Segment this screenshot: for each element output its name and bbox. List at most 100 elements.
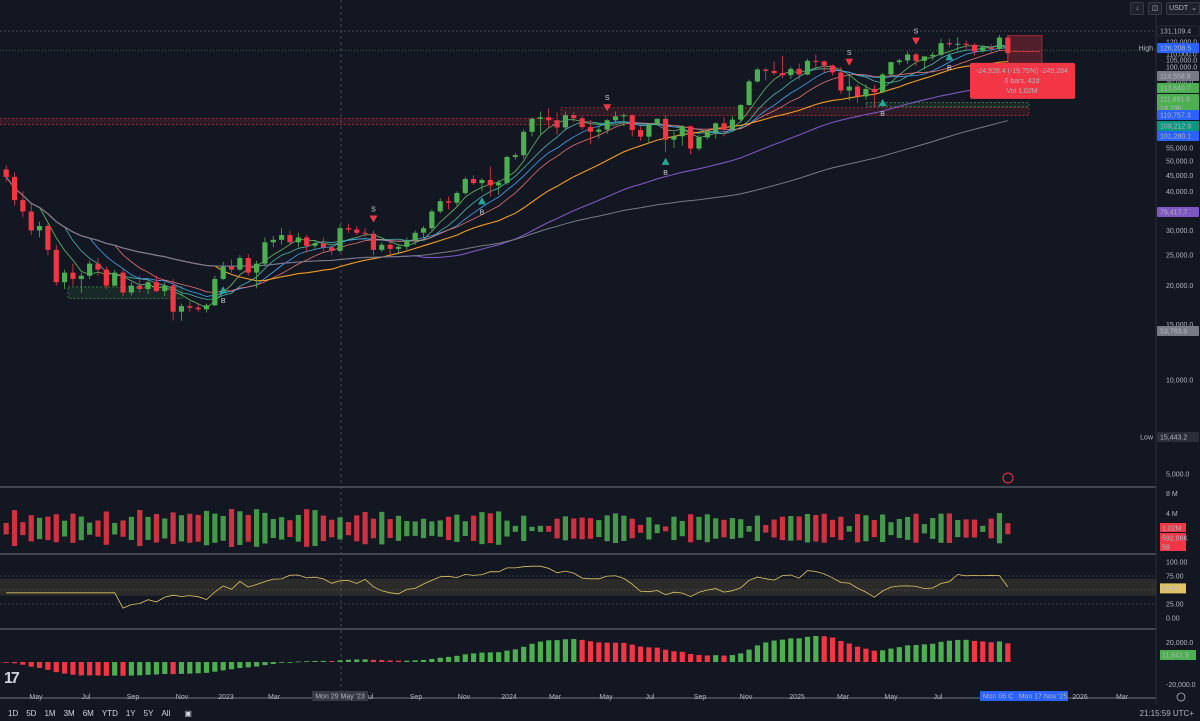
- candle-body: [771, 70, 777, 74]
- oscillator-bar: [646, 647, 652, 662]
- volume-bar: [120, 520, 126, 537]
- candle-body: [821, 61, 827, 66]
- price-label-text: 79,417.7: [1160, 210, 1187, 217]
- oscillator-bar: [804, 636, 811, 662]
- price-label-text: 15,443.2: [1160, 435, 1187, 442]
- candle-body: [228, 266, 235, 270]
- candle-body: [537, 117, 543, 119]
- oscillator-bar: [829, 637, 836, 662]
- candle-body: [445, 201, 452, 203]
- camera-icon[interactable]: ◫: [1148, 1, 1163, 15]
- oscillator-bar: [128, 662, 134, 676]
- oscillator-bar: [471, 653, 477, 662]
- volume-bar: [946, 513, 952, 544]
- candle-body: [170, 285, 176, 312]
- price-label-text: 131,109.4: [1160, 29, 1191, 36]
- candle-body: [462, 179, 468, 194]
- volume-bar: [980, 525, 986, 532]
- volume-bar: [445, 516, 452, 541]
- volume-bar: [479, 512, 485, 545]
- buy-signal-icon: [661, 157, 670, 165]
- volume-bar: [963, 519, 969, 538]
- oscillator-bar: [445, 656, 452, 662]
- candle-body: [621, 115, 627, 117]
- volume-bar: [379, 511, 385, 545]
- price-label-tag: [1157, 71, 1199, 81]
- volume-bar: [688, 514, 694, 543]
- volume-bar: [337, 517, 343, 540]
- oscillator-bar: [312, 660, 318, 662]
- volume-bar: [62, 520, 68, 537]
- candle-body: [379, 244, 385, 250]
- rsi-value-text: 52.87: [1162, 586, 1180, 593]
- timeframe-1m[interactable]: 1M: [44, 708, 56, 718]
- volume-bar: [279, 517, 285, 540]
- timeframe-all[interactable]: All: [161, 708, 171, 718]
- settings-icon: [1176, 692, 1186, 702]
- oscillator-bar: [379, 660, 385, 662]
- candle-body: [420, 228, 427, 233]
- oscillator-bar: [963, 639, 969, 662]
- timeframe-5y[interactable]: 5Y: [143, 708, 154, 718]
- oscillator-bar: [888, 648, 894, 662]
- volume-bar: [462, 521, 468, 537]
- candle-body: [62, 272, 68, 283]
- oscillator-value-text: 11,641.9: [1162, 653, 1189, 660]
- timeframe-6m[interactable]: 6M: [82, 708, 94, 718]
- oscillator-bar: [137, 662, 143, 676]
- price-label-tag: [1157, 43, 1199, 53]
- candle-body: [187, 306, 193, 308]
- volume-bar: [162, 518, 168, 539]
- calendar-icon[interactable]: ▣: [184, 708, 192, 718]
- candle-body: [128, 285, 134, 293]
- arrow-down-icon[interactable]: ↓: [1130, 1, 1145, 15]
- oscillator-bar: [429, 658, 435, 662]
- candle-body: [754, 69, 761, 82]
- volume-bar: [788, 516, 794, 541]
- oscillator-bar: [529, 643, 535, 662]
- candle-body: [587, 127, 594, 132]
- volume-bar: [103, 511, 109, 545]
- price-tick-label: 5,000.0: [1166, 472, 1189, 479]
- timeframe-5d[interactable]: 5D: [26, 708, 37, 718]
- candle-body: [195, 307, 201, 310]
- volume-bar: [988, 518, 994, 539]
- oscillator-bar: [462, 654, 468, 662]
- volume-label-tag: [1160, 523, 1186, 532]
- time-axis-label: Mar: [837, 694, 850, 701]
- candle-body: [763, 69, 769, 71]
- timeframe-ytd[interactable]: YTD: [101, 708, 118, 718]
- volume-bar: [612, 513, 619, 544]
- volume-bar: [571, 518, 577, 539]
- time-axis-label: 2024: [501, 694, 517, 701]
- volume-bar: [554, 518, 560, 539]
- volume-bar: [11, 510, 18, 547]
- timeframe-1y[interactable]: 1Y: [125, 708, 136, 718]
- oscillator-bar: [896, 647, 902, 662]
- timeframe-3m[interactable]: 3M: [63, 708, 75, 718]
- oscillator-bar: [70, 662, 76, 675]
- currency-selector[interactable]: USDT ⌄: [1166, 1, 1200, 15]
- volume-bar: [295, 514, 301, 542]
- oscillator-bar: [45, 662, 51, 670]
- candle-body: [237, 257, 243, 270]
- candle-body: [270, 239, 276, 243]
- candle-body: [729, 119, 735, 130]
- oscillator-bar: [87, 662, 93, 676]
- volume-label-tag: [1160, 533, 1186, 542]
- volume-bar: [529, 526, 535, 532]
- candle-body: [562, 115, 569, 128]
- timeframe-1d[interactable]: 1D: [8, 708, 19, 718]
- timeframe-bar: 1D 5D 1M 3M 6M YTD 1Y 5Y All ▣ 21:15:59 …: [0, 705, 1200, 721]
- candle-body: [854, 86, 861, 97]
- candle-body: [579, 118, 585, 128]
- time-axis-label: Nov: [458, 694, 471, 701]
- volume-bar: [637, 524, 644, 533]
- oscillator-bar: [329, 660, 335, 662]
- candle-body: [471, 179, 477, 184]
- volume-bar: [821, 513, 827, 543]
- candle-body: [746, 81, 752, 106]
- sell-signal-icon: [369, 215, 378, 223]
- candle-body: [137, 285, 143, 290]
